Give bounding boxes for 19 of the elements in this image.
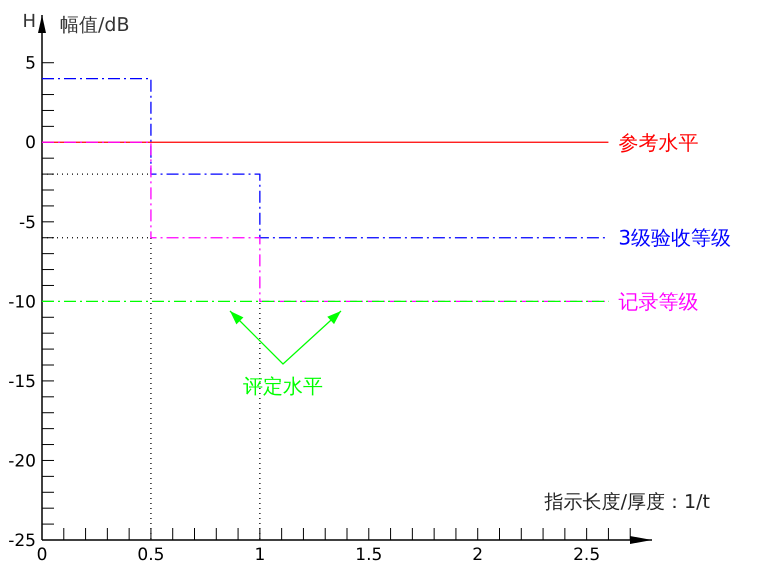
- text: H: [22, 11, 36, 32]
- y-tick-label: -15: [8, 372, 36, 392]
- x-tick-label: 1: [254, 545, 266, 565]
- y-tick-label: -5: [19, 212, 36, 233]
- y-tick-label: 5: [25, 54, 36, 74]
- series-label: 参考水平: [618, 130, 698, 154]
- x-axis-title: 指示长度/厚度：1/t: [544, 491, 710, 513]
- y-tick-label: -25: [8, 530, 36, 551]
- series-label: 3级验收等级: [618, 226, 732, 250]
- y-tick-label: -20: [8, 451, 36, 472]
- annotation: 评定水平: [243, 374, 323, 398]
- x-tick-label: 2.5: [573, 545, 600, 565]
- x-tick-label: 1.5: [355, 545, 382, 565]
- series-label: 记录等级: [618, 289, 698, 314]
- y-axis-title: 幅值/dB: [60, 14, 130, 36]
- y-tick-label: 0: [25, 133, 36, 154]
- x-tick-label: 2: [472, 545, 484, 565]
- x-tick-label: 0.5: [137, 545, 164, 565]
- y-tick-label: -10: [8, 292, 36, 312]
